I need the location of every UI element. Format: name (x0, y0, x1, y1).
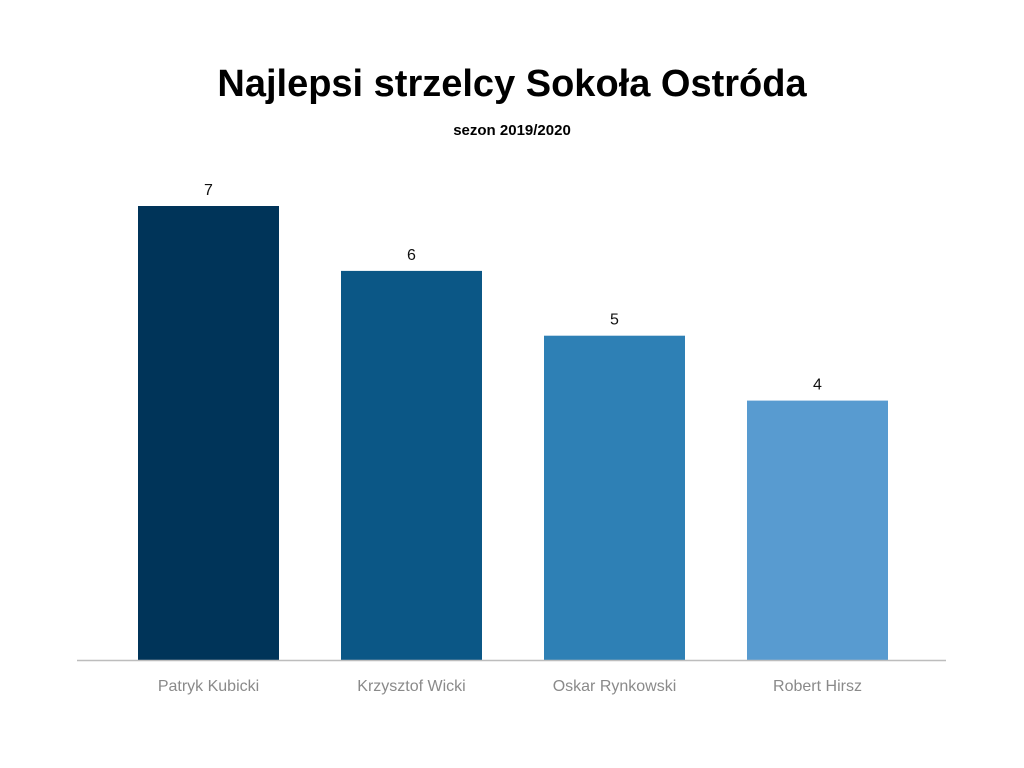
bar-3 (544, 335, 685, 660)
chart-title: Najlepsi strzelcy Sokoła Ostróda (217, 63, 807, 105)
category-label: Oskar Rynkowski (553, 678, 677, 695)
value-label: 4 (813, 377, 822, 394)
value-labels-group: 7 6 5 4 (204, 182, 822, 394)
value-label: 7 (204, 182, 213, 199)
bar-1 (138, 206, 279, 660)
bars-group (138, 206, 888, 660)
bar-4 (747, 400, 888, 660)
category-labels-group: Patryk Kubicki Krzysztof Wicki Oskar Rynko… (158, 678, 862, 695)
value-label: 5 (610, 312, 619, 329)
bar-2 (341, 270, 482, 660)
chart-subtitle: sezon 2019/2020 (453, 122, 571, 139)
value-label: 6 (407, 247, 416, 264)
category-label: Robert Hirsz (773, 678, 862, 695)
category-label: Patryk Kubicki (158, 678, 259, 695)
category-label: Krzysztof Wicki (357, 678, 465, 695)
